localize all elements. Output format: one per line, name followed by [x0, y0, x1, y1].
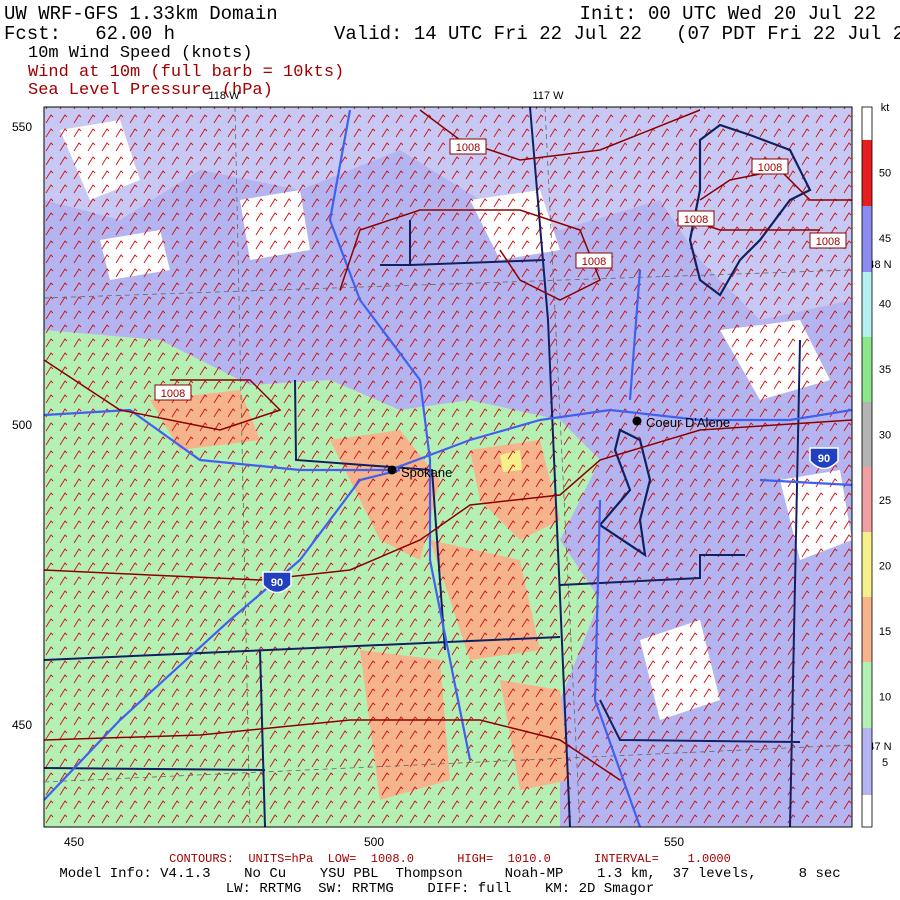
valid-time: Valid: 14 UTC Fri 22 Jul 22 (07 PDT Fri … — [334, 23, 900, 45]
footer-physics: LW: RRTMG SW: RRTMG DIFF: full KM: 2D Sm… — [226, 881, 654, 897]
contour-label: 1008 — [456, 142, 480, 154]
init-time: Init: 00 UTC Wed 20 Jul 22 — [580, 3, 876, 25]
city-dot — [632, 416, 642, 426]
contour-labels: 1008 1008 1008 1008 1008 1008 — [154, 138, 847, 401]
contour-label: 1008 — [161, 388, 185, 400]
colorbar-label: 25 — [879, 495, 891, 507]
x-label: 550 — [664, 835, 684, 849]
highway-shield — [262, 571, 292, 594]
y-label: 550 — [12, 120, 32, 134]
colorbar-label: 15 — [879, 626, 891, 638]
title: UW WRF-GFS 1.33km Domain — [4, 3, 278, 25]
city-label: Spokane — [401, 465, 452, 480]
footer-model: Model Info: V4.1.3 No Cu YSU PBL Thompso… — [59, 866, 840, 882]
colorbar-label: 40 — [879, 299, 891, 311]
contour-label: 1008 — [816, 236, 840, 248]
colorbar-label: 45 — [879, 233, 891, 245]
axis-labels: 450 500 550 550 500 450 118 W 117 W 48 N… — [12, 90, 892, 849]
contour-label: 1008 — [758, 162, 782, 174]
colorbar-unit: kt — [881, 102, 890, 114]
legend-line: Wind at 10m (full barb = 10kts) — [28, 63, 344, 82]
highway-label: 90 — [818, 453, 830, 465]
highway-shield — [809, 447, 839, 470]
forecast-hour: Fcst: 62.00 h — [4, 23, 175, 45]
colorbar: kt 5 10 15 20 25 30 35 40 45 50 — [861, 102, 891, 828]
city-label: Coeur D'Alene — [646, 415, 730, 430]
colorbar-label: 30 — [879, 430, 891, 442]
contour-label: 1008 — [684, 214, 708, 226]
colorbar-label: 20 — [879, 561, 891, 573]
footer-contours: CONTOURS: UNITS=hPa LOW= 1008.0 HIGH= 10… — [169, 852, 731, 866]
colorbar-label: 35 — [879, 364, 891, 376]
colorbar-label: 5 — [882, 757, 888, 769]
colorbar-label: 10 — [879, 692, 891, 704]
lon-label: 117 W — [533, 90, 565, 102]
y-label: 500 — [12, 418, 32, 432]
highway-label: 90 — [271, 577, 283, 589]
x-label: 500 — [364, 835, 384, 849]
lat-label: 48 N — [868, 259, 891, 271]
colorbar-label: 50 — [879, 168, 891, 180]
lat-label: 47 N — [868, 741, 891, 753]
legend-line: 10m Wind Speed (knots) — [28, 44, 252, 63]
map-frame — [43, 106, 853, 828]
legend-line: Sea Level Pressure (hPa) — [28, 81, 273, 100]
x-label: 450 — [64, 835, 84, 849]
contour-label: 1008 — [582, 256, 606, 268]
y-label: 450 — [12, 718, 32, 732]
lon-label: 118 W — [209, 90, 241, 102]
map-field — [44, 107, 852, 827]
city-dot — [387, 465, 397, 475]
